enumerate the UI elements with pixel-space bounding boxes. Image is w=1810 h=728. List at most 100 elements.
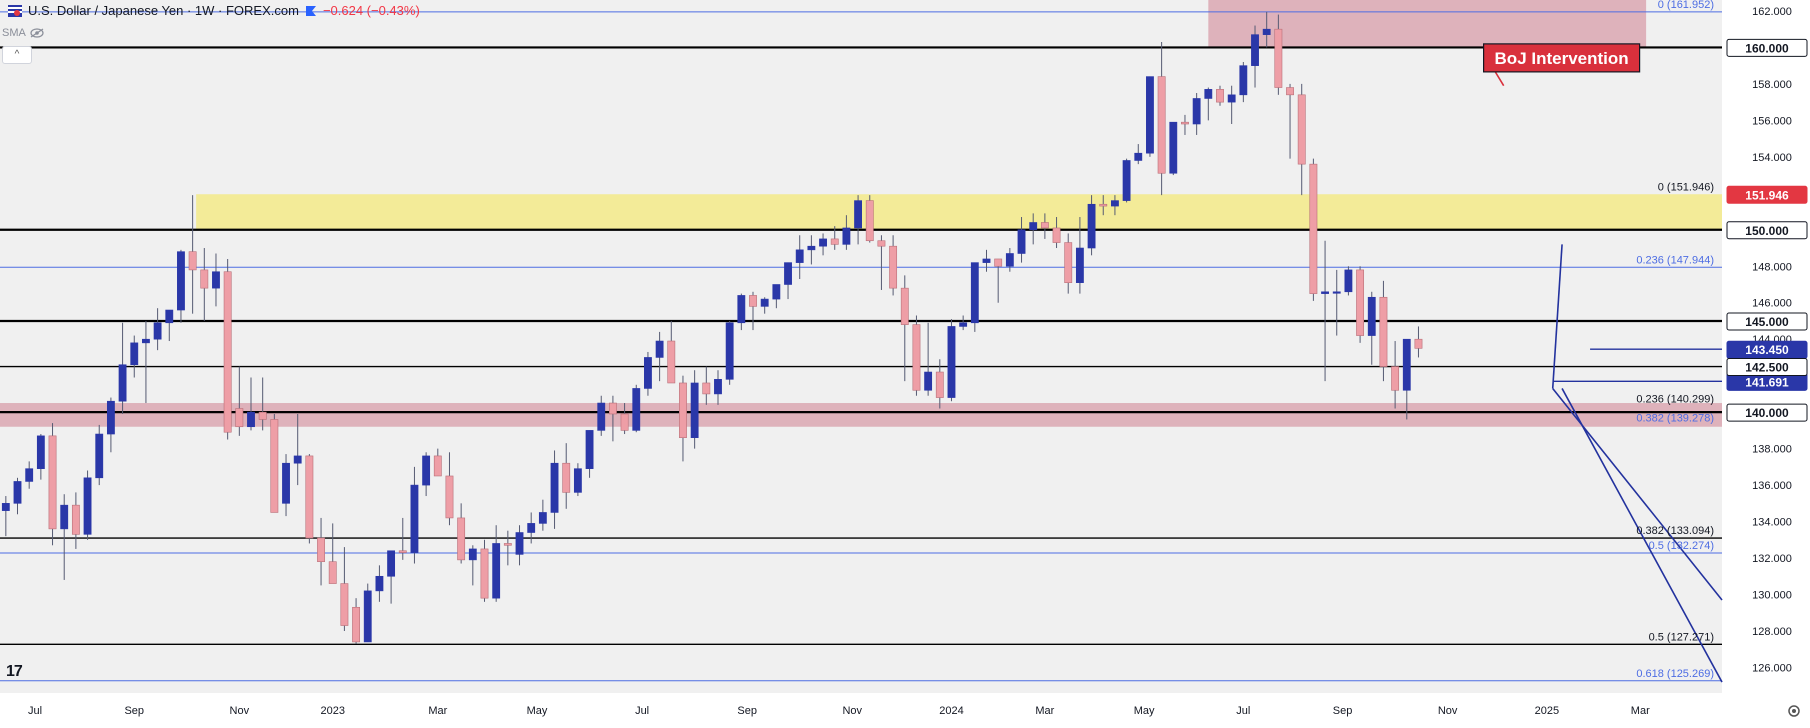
candle-38: [445, 452, 454, 526]
candle-36: [422, 452, 431, 497]
candle-116: [1356, 266, 1365, 343]
candle-91: [1064, 233, 1073, 294]
candle-body: [363, 590, 372, 643]
candle-23: [270, 413, 279, 513]
x-tick-label-1: Sep: [124, 705, 144, 717]
candle-body: [25, 468, 34, 482]
candle-body: [760, 298, 769, 307]
x-tick-label-4: Mar: [428, 705, 447, 717]
candle-body: [153, 322, 162, 340]
candle-112: [1309, 158, 1318, 301]
settings-gear-icon[interactable]: [1786, 703, 1802, 719]
candle-48: [562, 443, 571, 509]
candle-54: [632, 384, 641, 433]
candle-52: [608, 395, 617, 442]
y-tick-label-18: 162.000: [1752, 6, 1792, 18]
y-tick-label-11: 148.000: [1752, 261, 1792, 273]
candle-body: [947, 326, 956, 398]
candle-body: [71, 504, 80, 535]
candle-body: [784, 262, 792, 285]
price-tag-1: 143.450: [1745, 343, 1789, 357]
candle-body: [1297, 94, 1306, 165]
candle-72: [842, 215, 851, 250]
candle-body: [352, 606, 360, 643]
candle-body: [1274, 28, 1283, 88]
candle-35: [410, 466, 419, 564]
candle-body: [959, 322, 968, 327]
candle-68: [795, 235, 804, 280]
candle-78: [912, 315, 921, 396]
candle-body: [118, 364, 127, 402]
x-tick-label-3: 2023: [320, 705, 344, 717]
candle-100: [1169, 121, 1178, 176]
candle-body: [282, 462, 290, 504]
fib-label-7: 0.5 (127.271): [1649, 631, 1714, 643]
candle-53: [620, 403, 629, 435]
candle-body: [772, 284, 781, 300]
symbol-title[interactable]: U.S. Dollar / Japanese Yen · 1W · FOREX.…: [28, 3, 299, 18]
candle-41: [480, 539, 489, 602]
candle-body: [1402, 338, 1411, 391]
candle-71: [830, 226, 839, 250]
fib-label-8: 0.618 (125.269): [1636, 668, 1714, 680]
candle-55: [644, 351, 652, 396]
x-tick-label-13: Sep: [1333, 705, 1353, 717]
candle-body: [527, 523, 536, 533]
candle-body: [1111, 200, 1119, 207]
candle-body: [1239, 65, 1248, 96]
indicator-label[interactable]: SMA: [2, 27, 26, 39]
candle-105: [1227, 85, 1236, 125]
candle-33: [387, 550, 396, 604]
candle-body: [445, 475, 454, 519]
candle-body: [1309, 163, 1318, 294]
eye-hidden-icon[interactable]: [30, 28, 44, 38]
candle-119: [1391, 341, 1400, 409]
tradingview-logo[interactable]: 17: [6, 663, 23, 680]
candle-86: [1005, 248, 1014, 272]
candle-body: [375, 575, 384, 592]
candle-body: [48, 435, 57, 530]
x-tick-label-11: May: [1134, 705, 1155, 717]
candle-body: [889, 245, 898, 289]
candle-body: [1216, 89, 1224, 103]
candle-114: [1332, 269, 1341, 336]
candle-body: [1087, 203, 1096, 249]
candle-77: [900, 275, 909, 382]
candle-body: [1017, 229, 1026, 254]
collapse-legend-button[interactable]: ^: [2, 46, 32, 64]
candle-body: [538, 512, 547, 524]
candle-body: [1344, 269, 1353, 293]
candle-118: [1379, 280, 1388, 382]
x-tick-label-8: Nov: [842, 705, 862, 717]
candle-61: [714, 370, 722, 405]
candle-body: [982, 258, 991, 263]
annotation-text: BoJ Intervention: [1495, 49, 1629, 68]
price-change: −0.624 (−0.43%): [322, 3, 420, 18]
fib-label-0: 0 (161.952): [1658, 0, 1714, 11]
candle-47: [550, 450, 559, 529]
candle-body: [503, 543, 512, 546]
bookmark-flag-icon[interactable]: [305, 5, 317, 17]
candle-39: [457, 503, 466, 564]
candle-99: [1157, 41, 1166, 196]
candle-49: [573, 463, 582, 497]
candle-95: [1111, 195, 1119, 216]
candle-80: [935, 359, 944, 409]
candle-body: [597, 402, 606, 431]
candle-94: [1099, 195, 1108, 216]
candle-90: [1052, 217, 1061, 249]
trendline-2: [1551, 244, 1563, 389]
indicator-legend[interactable]: SMA: [2, 27, 44, 39]
candle-113: [1321, 240, 1329, 382]
candle-body: [562, 462, 571, 493]
candle-body: [900, 287, 909, 325]
candle-83: [970, 262, 979, 332]
candle-9: [106, 397, 115, 453]
price-tag-3: 160.000: [1745, 41, 1789, 55]
candle-42: [492, 525, 501, 602]
candle-body: [1146, 76, 1154, 154]
candle-117: [1367, 291, 1376, 365]
price-tag-bg-7: [1726, 403, 1808, 422]
